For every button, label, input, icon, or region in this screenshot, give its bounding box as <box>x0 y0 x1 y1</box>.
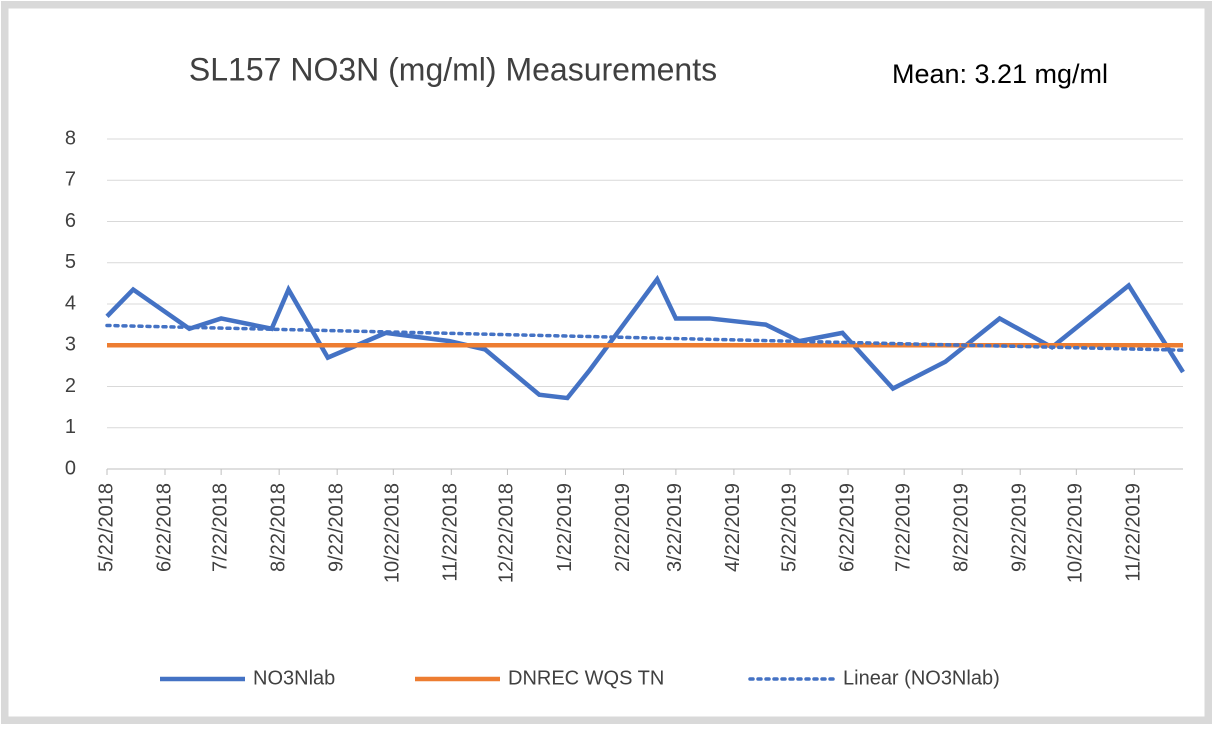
y-tick-label: 3 <box>65 334 76 356</box>
x-tick-label: 5/22/2018 <box>95 483 117 572</box>
annotation: Mean: 3.21 mg/ml <box>892 59 1108 89</box>
x-tick-label: 5/22/2019 <box>778 483 800 572</box>
x-tick-label: 9/22/2018 <box>325 483 347 572</box>
x-tick-label: 6/22/2018 <box>153 483 175 572</box>
x-tick-label: 7/22/2019 <box>892 483 914 572</box>
x-tick-label: 12/22/2018 <box>496 483 518 583</box>
x-tick-label: 1/22/2019 <box>554 483 576 572</box>
x-tick-label: 8/22/2018 <box>267 483 289 572</box>
y-tick-label: 5 <box>65 251 76 273</box>
y-tick-label: 0 <box>65 457 76 479</box>
x-tick-label: 11/22/2018 <box>440 483 462 582</box>
chart-area <box>7 7 1206 718</box>
x-tick-label: 2/22/2019 <box>612 483 634 572</box>
y-tick-label: 6 <box>65 210 76 232</box>
x-tick-label: 9/22/2019 <box>1008 483 1030 572</box>
chart-title: SL157 NO3N (mg/ml) Measurements <box>189 51 717 87</box>
x-tick-label: 8/22/2019 <box>950 483 972 572</box>
x-tick-label: 10/22/2019 <box>1065 483 1087 583</box>
x-tick-label: 4/22/2019 <box>722 483 744 572</box>
y-tick-label: 2 <box>65 375 76 397</box>
x-tick-label: 11/22/2019 <box>1123 483 1145 582</box>
y-tick-label: 1 <box>65 416 76 438</box>
y-tick-label: 7 <box>65 169 76 191</box>
legend-label: Linear (NO3Nlab) <box>843 667 1000 689</box>
legend-label: DNREC WQS TN <box>508 667 664 689</box>
x-tick-label: 6/22/2019 <box>836 483 858 572</box>
x-tick-label: 3/22/2019 <box>664 483 686 572</box>
y-tick-label: 8 <box>65 127 76 149</box>
y-tick-label: 4 <box>65 292 76 314</box>
series-line <box>105 323 1185 352</box>
legend-label: NO3Nlab <box>253 667 335 689</box>
x-tick-label: 10/22/2018 <box>382 483 404 583</box>
x-tick-label: 7/22/2018 <box>209 483 231 572</box>
series-line <box>105 274 1185 401</box>
